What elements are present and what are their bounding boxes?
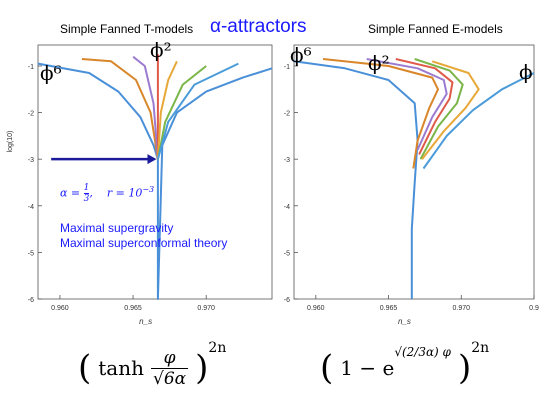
x-tick-label-1-0: 0.960: [307, 305, 325, 312]
series-line-1-5: [421, 60, 480, 160]
x-tick-label-0-0: 0.960: [51, 305, 69, 312]
left-close-paren: ): [195, 348, 209, 388]
y-tick-label-0-5: -6: [28, 297, 34, 304]
right-base: 1 − e: [340, 356, 395, 380]
plot-frame-0: [37, 44, 273, 300]
y-tick-label-1-4: -5: [284, 250, 290, 257]
series-line-0-1: [81, 58, 159, 160]
y-tick-label-1-3: -4: [284, 204, 290, 211]
r-label: r = 10: [106, 186, 143, 200]
x-tick-label-1-3: 0.9: [529, 305, 539, 312]
right-panel-title: Simple Fanned E-models: [368, 22, 503, 36]
series-line-1-2: [366, 58, 448, 151]
left-panel-title: Simple Fanned T-models: [60, 22, 194, 36]
curve-label-1-2: ϕ: [519, 60, 533, 84]
right-inner-exponent: √(2/3α) φ: [394, 345, 451, 359]
note-line-2: Maximal superconformal theory: [60, 236, 228, 250]
right-exponent: 2n: [471, 340, 490, 356]
left-fraction: φ √6α: [151, 348, 189, 389]
arrow-head: [147, 154, 157, 165]
series-line-0-4: [156, 60, 178, 160]
note-line-1: Maximal supergravity: [60, 221, 174, 235]
series-line-1-0: [293, 60, 419, 299]
series-line-0-5: [156, 65, 207, 160]
left-exponent: 2n: [208, 340, 227, 356]
r-exponent: −3: [142, 184, 155, 194]
left-formula: ( tanh φ √6α )2n: [78, 340, 226, 389]
series-line-1-1: [322, 58, 439, 169]
left-fn: tanh: [98, 356, 144, 380]
series-line-1-6: [422, 72, 535, 170]
y-tick-label-0-1: -2: [28, 111, 34, 118]
y-tick-label-1-0: -1: [284, 64, 290, 71]
series-line-0-2: [132, 55, 159, 160]
curve-label-0-0: ϕ⁶: [40, 61, 62, 85]
y-tick-label-0-0: -1: [28, 64, 34, 71]
x-axis-label-1: n_s: [398, 317, 411, 326]
y-tick-label-1-1: -2: [284, 111, 290, 118]
plot-frame-1: [293, 44, 535, 300]
alpha-label: α =: [60, 186, 81, 200]
left-open-paren: (: [78, 348, 92, 388]
curve-label-0-1: ϕ²: [150, 38, 172, 62]
curve-label-1-0: ϕ⁶: [290, 43, 312, 67]
parameter-annotation: α = 1 3 , r = 10−3: [60, 183, 155, 204]
series-line-1-3: [395, 58, 454, 155]
x-tick-label-1-2: 0.970: [453, 305, 471, 312]
y-tick-label-0-2: -3: [28, 157, 34, 164]
x-tick-label-0-2: 0.970: [197, 305, 215, 312]
left-numerator: φ: [151, 348, 189, 369]
x-tick-label-1-1: 0.965: [380, 305, 398, 312]
series-line-0-0: [37, 62, 273, 300]
y-tick-label-0-3: -4: [28, 204, 34, 211]
x-tick-label-0-1: 0.965: [124, 305, 142, 312]
alpha-fraction: 1 3: [83, 183, 90, 204]
y-tick-label-0-4: -5: [28, 250, 34, 257]
curve-label-1-1: ϕ²: [368, 51, 390, 75]
alpha-denominator: 3: [83, 194, 90, 204]
series-line-1-4: [414, 58, 464, 160]
y-tick-label-1-2: -3: [284, 157, 290, 164]
alpha-numerator: 1: [83, 183, 90, 194]
y-axis-label-0: log(10): [7, 131, 14, 153]
x-axis-label-0: n_s: [139, 317, 152, 326]
y-tick-label-1-5: -6: [284, 297, 290, 304]
series-line-0-6: [156, 62, 239, 160]
right-formula: ( 1 − e√(2/3α) φ )2n: [320, 340, 489, 388]
right-open-paren: (: [320, 348, 334, 388]
left-denominator: √6α: [153, 368, 187, 389]
figure-title: α-attractors: [210, 16, 307, 37]
right-close-paren: ): [457, 348, 472, 388]
